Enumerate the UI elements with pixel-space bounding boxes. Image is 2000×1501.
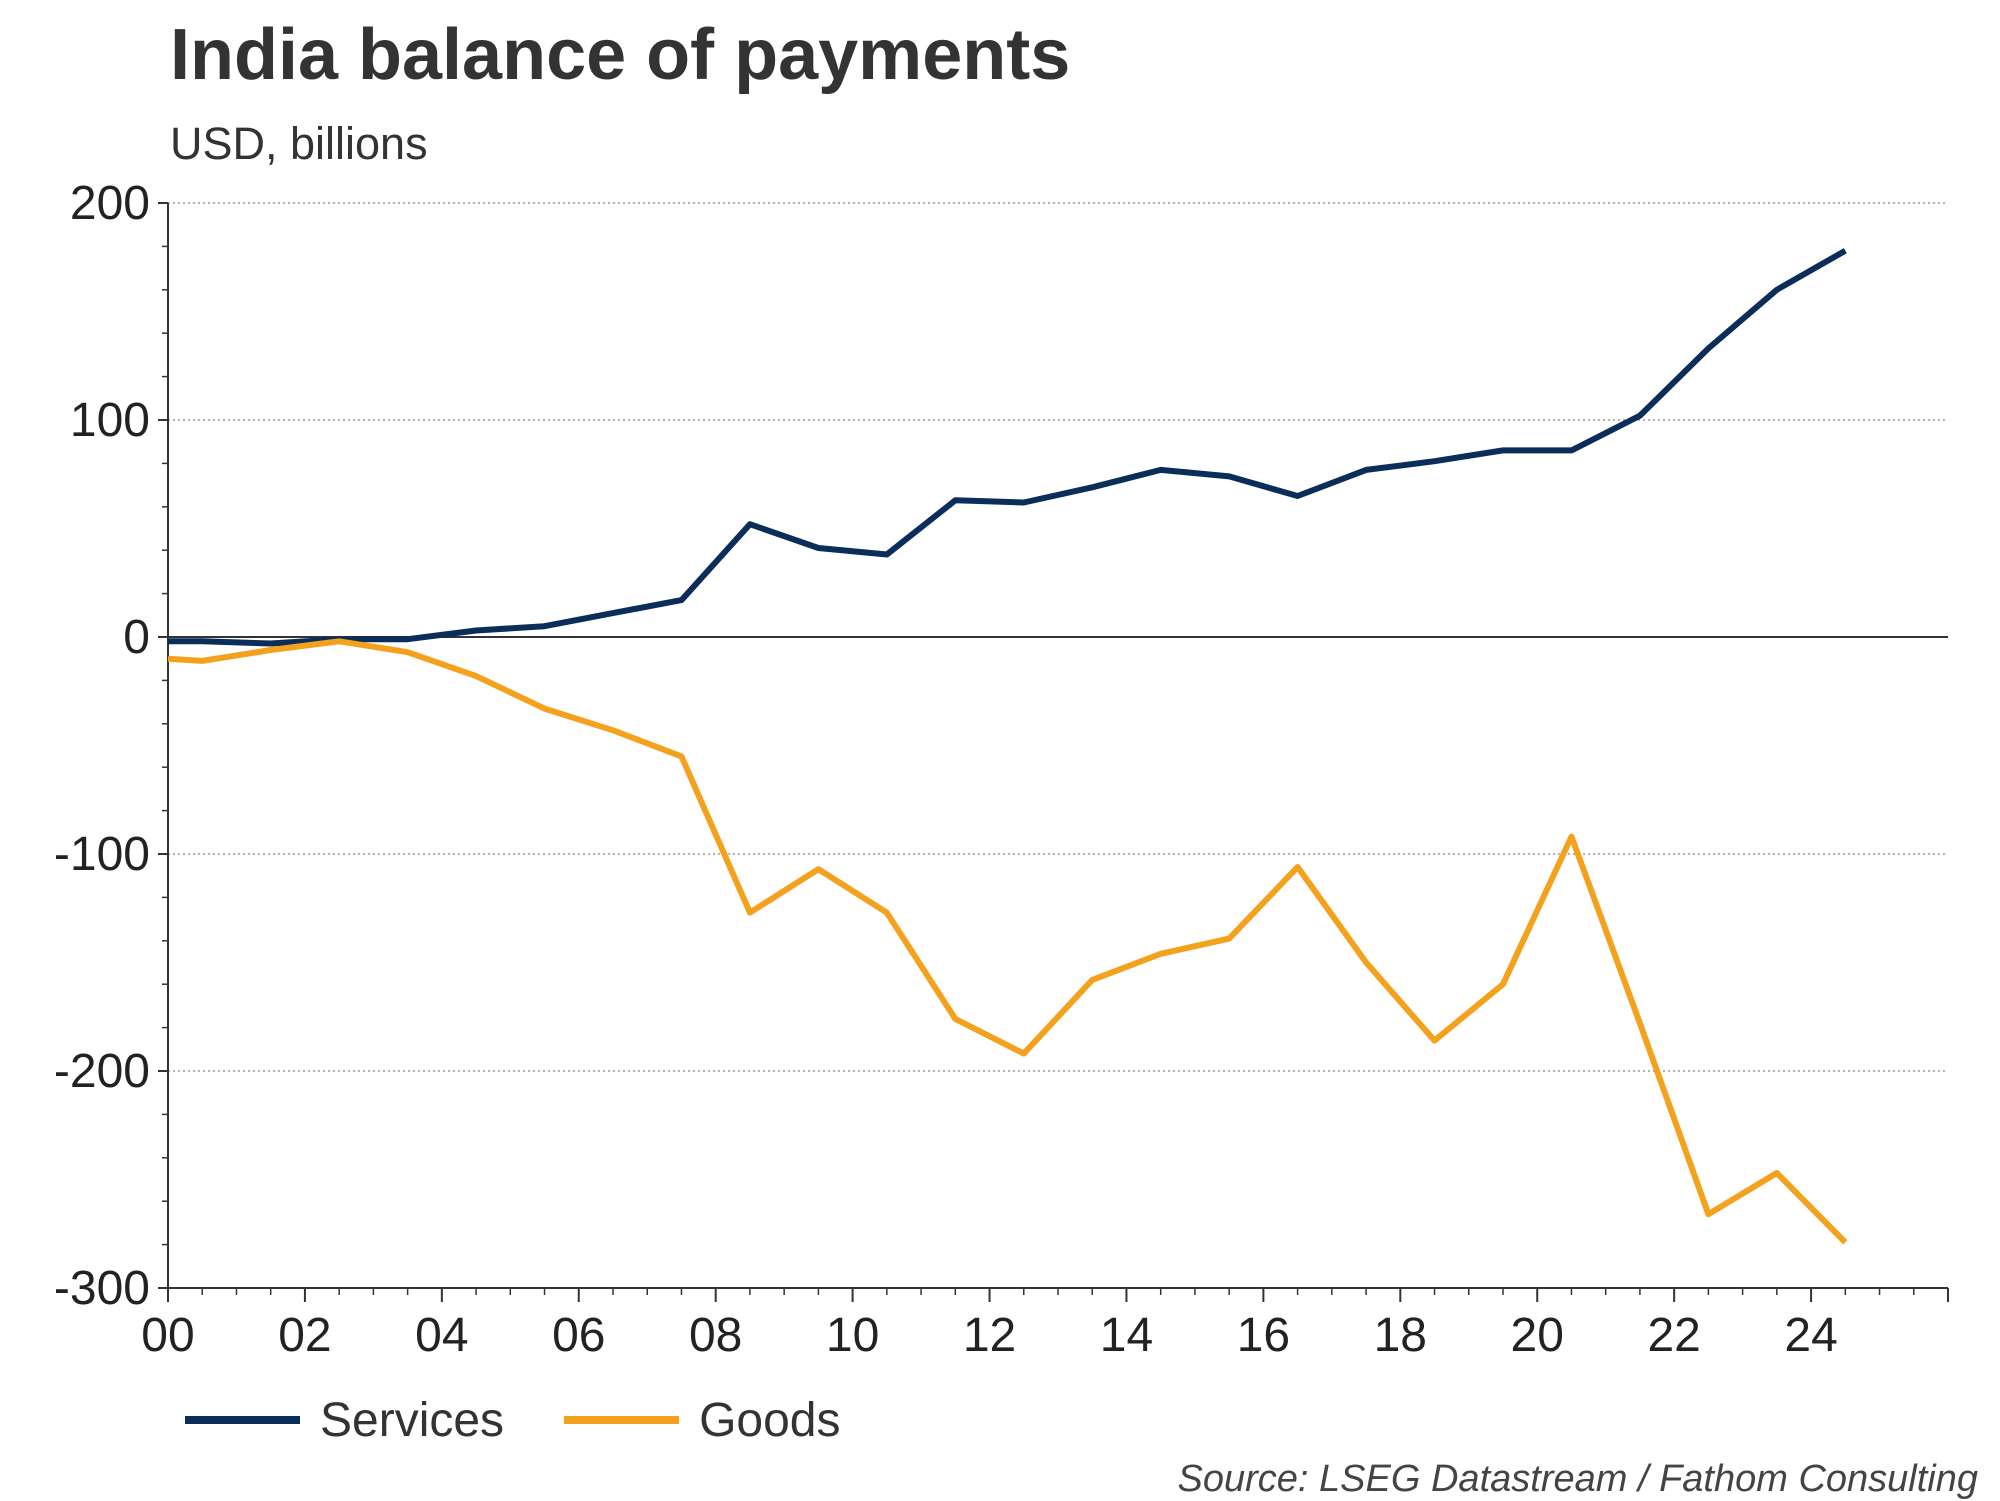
legend-item-services: Services — [185, 1393, 504, 1448]
legend-label-goods: Goods — [699, 1393, 841, 1447]
x-tick-label: 20 — [1511, 1309, 1564, 1362]
gridlines — [168, 202, 1948, 1072]
x-tick-label: 04 — [415, 1309, 468, 1362]
chart-title: India balance of payments — [170, 15, 1071, 95]
y-tick-label: 100 — [70, 394, 150, 447]
legend-swatch-services — [185, 1416, 300, 1424]
x-tick-label: 22 — [1647, 1309, 1700, 1362]
x-tick-label: 08 — [689, 1309, 742, 1362]
axes — [158, 202, 1949, 1302]
x-tick-label: 06 — [552, 1309, 605, 1362]
y-tick-label: -200 — [54, 1045, 150, 1098]
x-tick-label: 12 — [963, 1309, 1016, 1362]
y-tick-label: 200 — [70, 177, 150, 230]
series-line-services — [168, 248, 1847, 647]
series-line-goods — [167, 638, 1848, 1245]
x-tick-label: 10 — [826, 1309, 879, 1362]
legend: Services Goods — [185, 1390, 900, 1450]
x-tick-label: 00 — [141, 1309, 194, 1362]
legend-item-goods: Goods — [564, 1393, 840, 1448]
x-tick-label: 24 — [1784, 1309, 1837, 1362]
x-tick-label: 18 — [1374, 1309, 1427, 1362]
legend-swatch-goods — [564, 1416, 680, 1424]
y-tick-label: -300 — [54, 1262, 150, 1315]
y-tick-label: -100 — [54, 828, 150, 881]
y-tick-label: 0 — [123, 611, 150, 664]
source-note: Source: LSEG Datastream / Fathom Consult… — [1177, 1458, 1978, 1500]
x-tick-label: 14 — [1100, 1309, 1153, 1362]
x-tick-label: 16 — [1237, 1309, 1290, 1362]
x-tick-label: 02 — [278, 1309, 331, 1362]
chart-subtitle: USD, billions — [170, 118, 428, 169]
legend-label-services: Services — [320, 1393, 505, 1447]
series-lines — [167, 248, 1848, 1245]
